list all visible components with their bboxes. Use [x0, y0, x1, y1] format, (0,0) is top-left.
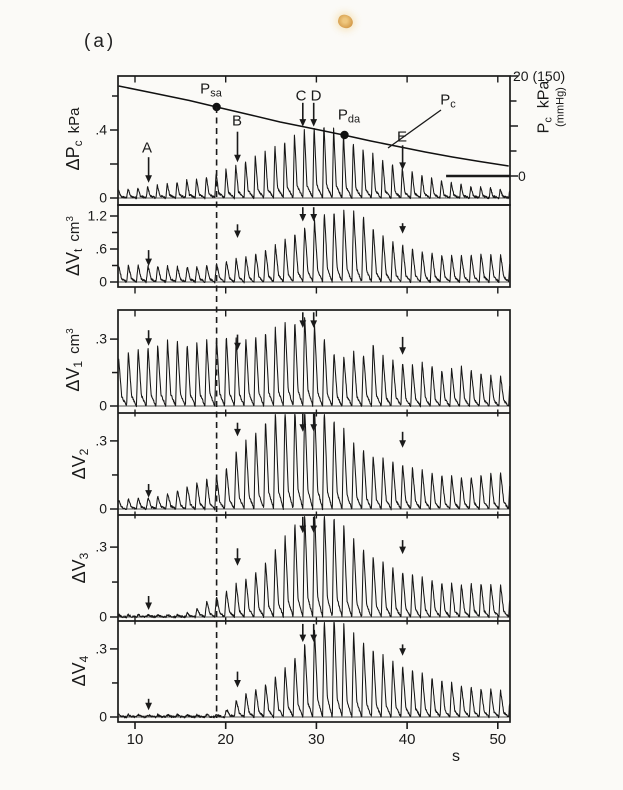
ylabel-dv1-text: ΔV1 — [63, 360, 85, 392]
x-tick-label: 50 — [489, 731, 506, 748]
event-arrowhead-c — [299, 634, 307, 643]
y-tick-label: 0 — [99, 274, 107, 290]
panel-frame — [117, 309, 511, 723]
ylabel-dv4: ΔV4 — [69, 656, 91, 687]
ylabel-dv1: ΔV1 cm3 — [63, 328, 85, 391]
y-tick-label: .3 — [95, 331, 107, 347]
event-arrowhead-e — [399, 440, 406, 448]
x-axis-unit-label: s — [452, 748, 460, 765]
event-arrowhead-d — [310, 424, 318, 432]
event-arrowhead-a — [145, 338, 152, 346]
event-arrowhead-e — [399, 162, 406, 170]
event-label-c: C — [295, 87, 307, 105]
event-label-a: A — [141, 139, 153, 157]
pc-axis-side-label: Pc kPa (mmHg) — [536, 81, 567, 134]
ylabel-dvt-text: ΔVt — [63, 248, 85, 276]
signal-trace-dPc — [117, 127, 511, 200]
ylabel-dpc-unit: kPa — [66, 107, 83, 134]
event-arrowhead-d — [310, 320, 318, 328]
y-tick-label: .3 — [95, 432, 107, 448]
event-arrowhead-d — [310, 634, 318, 643]
event-arrowhead-d — [310, 525, 318, 534]
y-tick-label: 0 — [99, 398, 107, 414]
event-label-d: D — [310, 87, 322, 105]
ylabel-dv4-text: ΔV4 — [69, 655, 91, 687]
signal-trace-dV1 — [117, 317, 511, 408]
event-arrowhead-b — [234, 230, 241, 238]
ylabel-dv2-text: ΔV2 — [69, 448, 91, 480]
x-tick-label: 10 — [127, 731, 144, 748]
y-tick-label: .3 — [95, 640, 107, 656]
ylabel-dv3-text: ΔV3 — [69, 552, 91, 584]
figure-panel-label: (a) — [84, 31, 117, 52]
ylabel-dv2: ΔV2 — [69, 449, 91, 480]
marker-dot-pda — [340, 130, 349, 140]
chart-line — [387, 109, 442, 149]
event-label-b: B — [231, 112, 243, 130]
event-arrowhead-a — [145, 490, 152, 498]
pc-axis-zero-label: 0 — [518, 168, 526, 184]
y-tick-label: .4 — [95, 122, 107, 138]
event-arrowhead-c — [299, 525, 307, 534]
event-arrowhead-b — [234, 154, 241, 163]
signal-trace-dV2 — [117, 413, 511, 511]
event-arrowhead-a — [145, 258, 152, 267]
x-tick-label: 40 — [399, 731, 416, 748]
pc-axis-side-main: Pc kPa — [535, 80, 555, 134]
event-arrowhead-e — [399, 347, 406, 355]
event-arrowhead-a — [145, 602, 152, 610]
x-tick-label: 30 — [308, 731, 325, 748]
y-tick-label: .6 — [95, 241, 107, 257]
ylabel-dv1-unit: cm3 — [65, 328, 83, 354]
event-arrowhead-a — [145, 175, 152, 183]
y-tick-label: 0 — [99, 609, 107, 625]
event-arrowhead-e — [399, 226, 406, 234]
pda-label: Pda — [337, 106, 361, 126]
event-arrowhead-e — [399, 648, 406, 656]
signal-trace-dV4 — [117, 621, 511, 719]
signal-trace-dV3 — [117, 515, 511, 619]
event-arrowhead-d — [310, 119, 318, 127]
y-tick-label: 0 — [99, 190, 107, 206]
ylabel-dpc: ΔPc kPa — [63, 108, 85, 171]
ylabel-dvt: ΔVt cm3 — [63, 216, 85, 276]
pc-axis-max-label: 20 (150) — [513, 68, 566, 84]
event-arrowhead-e — [399, 546, 406, 555]
ylabel-dv3: ΔV3 — [69, 553, 91, 584]
event-arrowhead-c — [299, 320, 307, 328]
y-tick-label: 0 — [99, 501, 107, 517]
event-arrowhead-b — [234, 428, 241, 437]
event-arrowhead-b — [234, 558, 241, 566]
event-arrowhead-a — [145, 702, 152, 711]
y-tick-label: 0 — [99, 709, 107, 725]
event-arrowhead-c — [299, 119, 307, 127]
event-arrowhead-b — [234, 680, 241, 688]
pc-pressure-line — [118, 85, 509, 167]
ylabel-dpc-text: ΔPc — [63, 140, 85, 171]
event-label-e: E — [396, 128, 408, 146]
y-tick-label: .3 — [95, 539, 107, 555]
event-arrowhead-c — [299, 424, 307, 432]
event-arrowhead-d — [310, 214, 318, 222]
signal-trace-dVt — [117, 209, 511, 284]
ylabel-dvt-unit: cm3 — [65, 216, 83, 242]
pc-axis-side-paren: (mmHg) — [554, 87, 567, 127]
pc-curve-label: Pc — [440, 91, 456, 111]
x-tick-label: 20 — [217, 731, 234, 748]
event-arrowhead-c — [299, 214, 307, 222]
panel-frame — [117, 204, 511, 288]
y-tick-label: 1.2 — [88, 208, 108, 224]
event-arrowhead-b — [234, 342, 241, 351]
psa-label: Psa — [200, 80, 222, 100]
